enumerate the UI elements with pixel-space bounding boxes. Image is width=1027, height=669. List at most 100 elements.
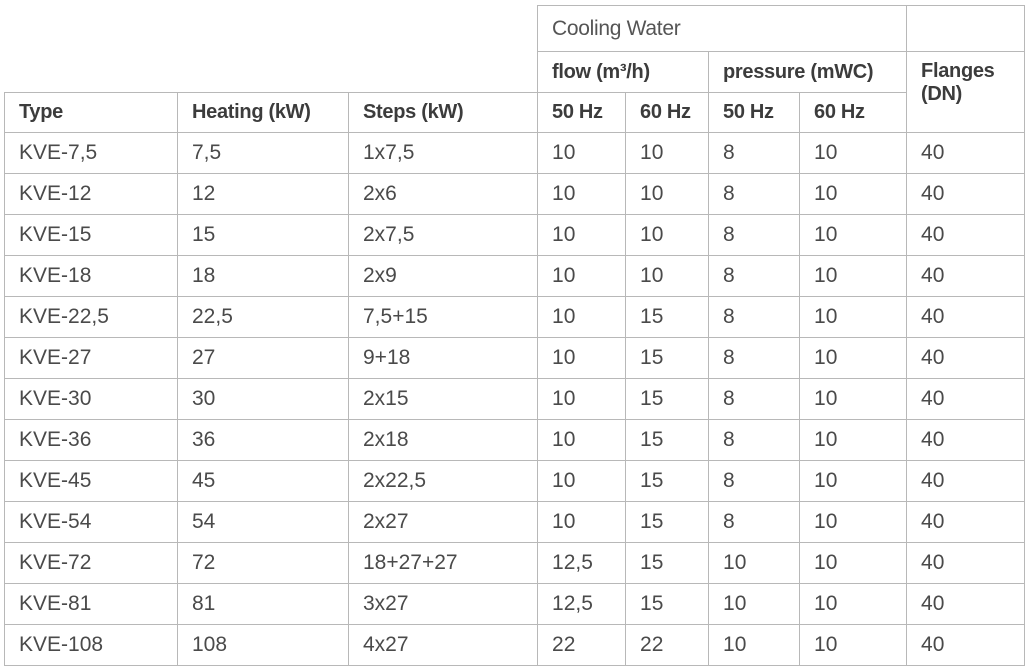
table-cell: KVE-108 bbox=[4, 624, 178, 666]
table-cell: 10 bbox=[625, 255, 710, 297]
table-cell: KVE-15 bbox=[4, 214, 178, 256]
table-cell: 36 bbox=[177, 419, 349, 461]
table-cell: 10 bbox=[799, 214, 908, 256]
table-cell: 40 bbox=[906, 255, 1026, 297]
table-cell: 40 bbox=[906, 296, 1026, 338]
table-cell: 15 bbox=[625, 542, 710, 584]
table-cell: 45 bbox=[177, 460, 349, 502]
table-cell: 8 bbox=[708, 214, 801, 256]
table-cell: 2x27 bbox=[347, 501, 539, 543]
table-body: KVE-7,5 7,5 1x7,5 10 10 8 10 40 KVE-12 12 2x6 10 10 8… bbox=[4, 132, 1026, 666]
table-cell: 18 bbox=[177, 255, 349, 297]
table-cell: 30 bbox=[177, 378, 349, 420]
table-cell: 40 bbox=[906, 624, 1026, 666]
table-cell: 10 bbox=[537, 419, 627, 461]
table-cell: 2x22,5 bbox=[347, 460, 539, 502]
column-header: 50 Hz bbox=[708, 92, 801, 133]
table-cell: 10 bbox=[537, 173, 627, 215]
table-cell: 27 bbox=[177, 337, 349, 379]
table-cell: 15 bbox=[625, 501, 710, 543]
table-cell: KVE-54 bbox=[4, 501, 178, 543]
table-cell: 1x7,5 bbox=[347, 132, 539, 174]
table-cell: 10 bbox=[537, 296, 627, 338]
table-cell: 8 bbox=[708, 337, 801, 379]
table-cell: 40 bbox=[906, 173, 1026, 215]
table-cell: 10 bbox=[537, 378, 627, 420]
table-row: KVE-45 45 2x22,5 10 15 8 10 40 bbox=[4, 460, 1026, 502]
table-cell: 15 bbox=[177, 214, 349, 256]
table-cell: 40 bbox=[906, 542, 1026, 584]
table-cell: 2x9 bbox=[347, 255, 539, 297]
table-cell: 22 bbox=[625, 624, 710, 666]
table-row: KVE-7,5 7,5 1x7,5 10 10 8 10 40 bbox=[4, 132, 1026, 174]
table-row: KVE-22,5 22,5 7,5+15 10 15 8 10 40 bbox=[4, 296, 1026, 338]
table-cell: KVE-22,5 bbox=[4, 296, 178, 338]
spec-table: Cooling Water flow (m³/h) pressure (mWC)… bbox=[4, 5, 1026, 666]
table-cell: KVE-12 bbox=[4, 173, 178, 215]
table-cell: 10 bbox=[799, 542, 908, 584]
table-cell: 10 bbox=[799, 583, 908, 625]
empty-cell bbox=[906, 5, 1026, 52]
table-cell: 7,5 bbox=[177, 132, 349, 174]
table-cell: KVE-30 bbox=[4, 378, 178, 420]
table-cell: 10 bbox=[537, 337, 627, 379]
table-cell: 8 bbox=[708, 173, 801, 215]
table-cell: 15 bbox=[625, 378, 710, 420]
table-cell: 10 bbox=[708, 624, 801, 666]
table-cell: KVE-18 bbox=[4, 255, 178, 297]
empty-cell bbox=[4, 51, 539, 93]
table-cell: 2x15 bbox=[347, 378, 539, 420]
table-cell: KVE-72 bbox=[4, 542, 178, 584]
table-row: KVE-15 15 2x7,5 10 10 8 10 40 bbox=[4, 214, 1026, 256]
table-cell: 9+18 bbox=[347, 337, 539, 379]
table-row: KVE-36 36 2x18 10 15 8 10 40 bbox=[4, 419, 1026, 461]
table-row: KVE-18 18 2x9 10 10 8 10 40 bbox=[4, 255, 1026, 297]
table-cell: 15 bbox=[625, 296, 710, 338]
table-cell: 10 bbox=[625, 132, 710, 174]
table-row: KVE-54 54 2x27 10 15 8 10 40 bbox=[4, 501, 1026, 543]
table-cell: 40 bbox=[906, 214, 1026, 256]
table-cell: 3x27 bbox=[347, 583, 539, 625]
table-cell: 8 bbox=[708, 378, 801, 420]
table-cell: 40 bbox=[906, 583, 1026, 625]
flanges-header: Flanges (DN) bbox=[906, 51, 1026, 133]
subgroup-header: pressure (mWC) bbox=[708, 51, 908, 93]
table-row: KVE-30 30 2x15 10 15 8 10 40 bbox=[4, 378, 1026, 420]
table-cell: 8 bbox=[708, 132, 801, 174]
table-cell: 10 bbox=[708, 583, 801, 625]
table-cell: 8 bbox=[708, 296, 801, 338]
table-cell: 10 bbox=[799, 173, 908, 215]
table-cell: 22 bbox=[537, 624, 627, 666]
column-header: Heating (kW) bbox=[177, 92, 349, 133]
group-header: Cooling Water bbox=[537, 5, 908, 52]
table-row: KVE-108 108 4x27 22 22 10 10 40 bbox=[4, 624, 1026, 666]
table-cell: 10 bbox=[708, 542, 801, 584]
column-header: Steps (kW) bbox=[347, 92, 539, 133]
table-cell: 10 bbox=[799, 337, 908, 379]
table-cell: 2x7,5 bbox=[347, 214, 539, 256]
column-header: 60 Hz bbox=[625, 92, 710, 133]
table-cell: 22,5 bbox=[177, 296, 349, 338]
table-cell: 40 bbox=[906, 132, 1026, 174]
table-cell: 15 bbox=[625, 419, 710, 461]
column-header: Type bbox=[4, 92, 178, 133]
table-cell: 7,5+15 bbox=[347, 296, 539, 338]
table-cell: 54 bbox=[177, 501, 349, 543]
table-cell: 10 bbox=[799, 460, 908, 502]
table-cell: 72 bbox=[177, 542, 349, 584]
table-cell: 12 bbox=[177, 173, 349, 215]
table-cell: 40 bbox=[906, 337, 1026, 379]
table-row: KVE-27 27 9+18 10 15 8 10 40 bbox=[4, 337, 1026, 379]
table-cell: 10 bbox=[799, 132, 908, 174]
table-cell: 10 bbox=[799, 501, 908, 543]
table-row: KVE-12 12 2x6 10 10 8 10 40 bbox=[4, 173, 1026, 215]
table-cell: 8 bbox=[708, 460, 801, 502]
table-cell: 108 bbox=[177, 624, 349, 666]
table-row: KVE-72 72 18+27+27 12,5 15 10 10 40 bbox=[4, 542, 1026, 584]
table-cell: 8 bbox=[708, 255, 801, 297]
table-cell: KVE-36 bbox=[4, 419, 178, 461]
table-cell: 4x27 bbox=[347, 624, 539, 666]
column-header: 50 Hz bbox=[537, 92, 627, 133]
table-cell: 2x6 bbox=[347, 173, 539, 215]
